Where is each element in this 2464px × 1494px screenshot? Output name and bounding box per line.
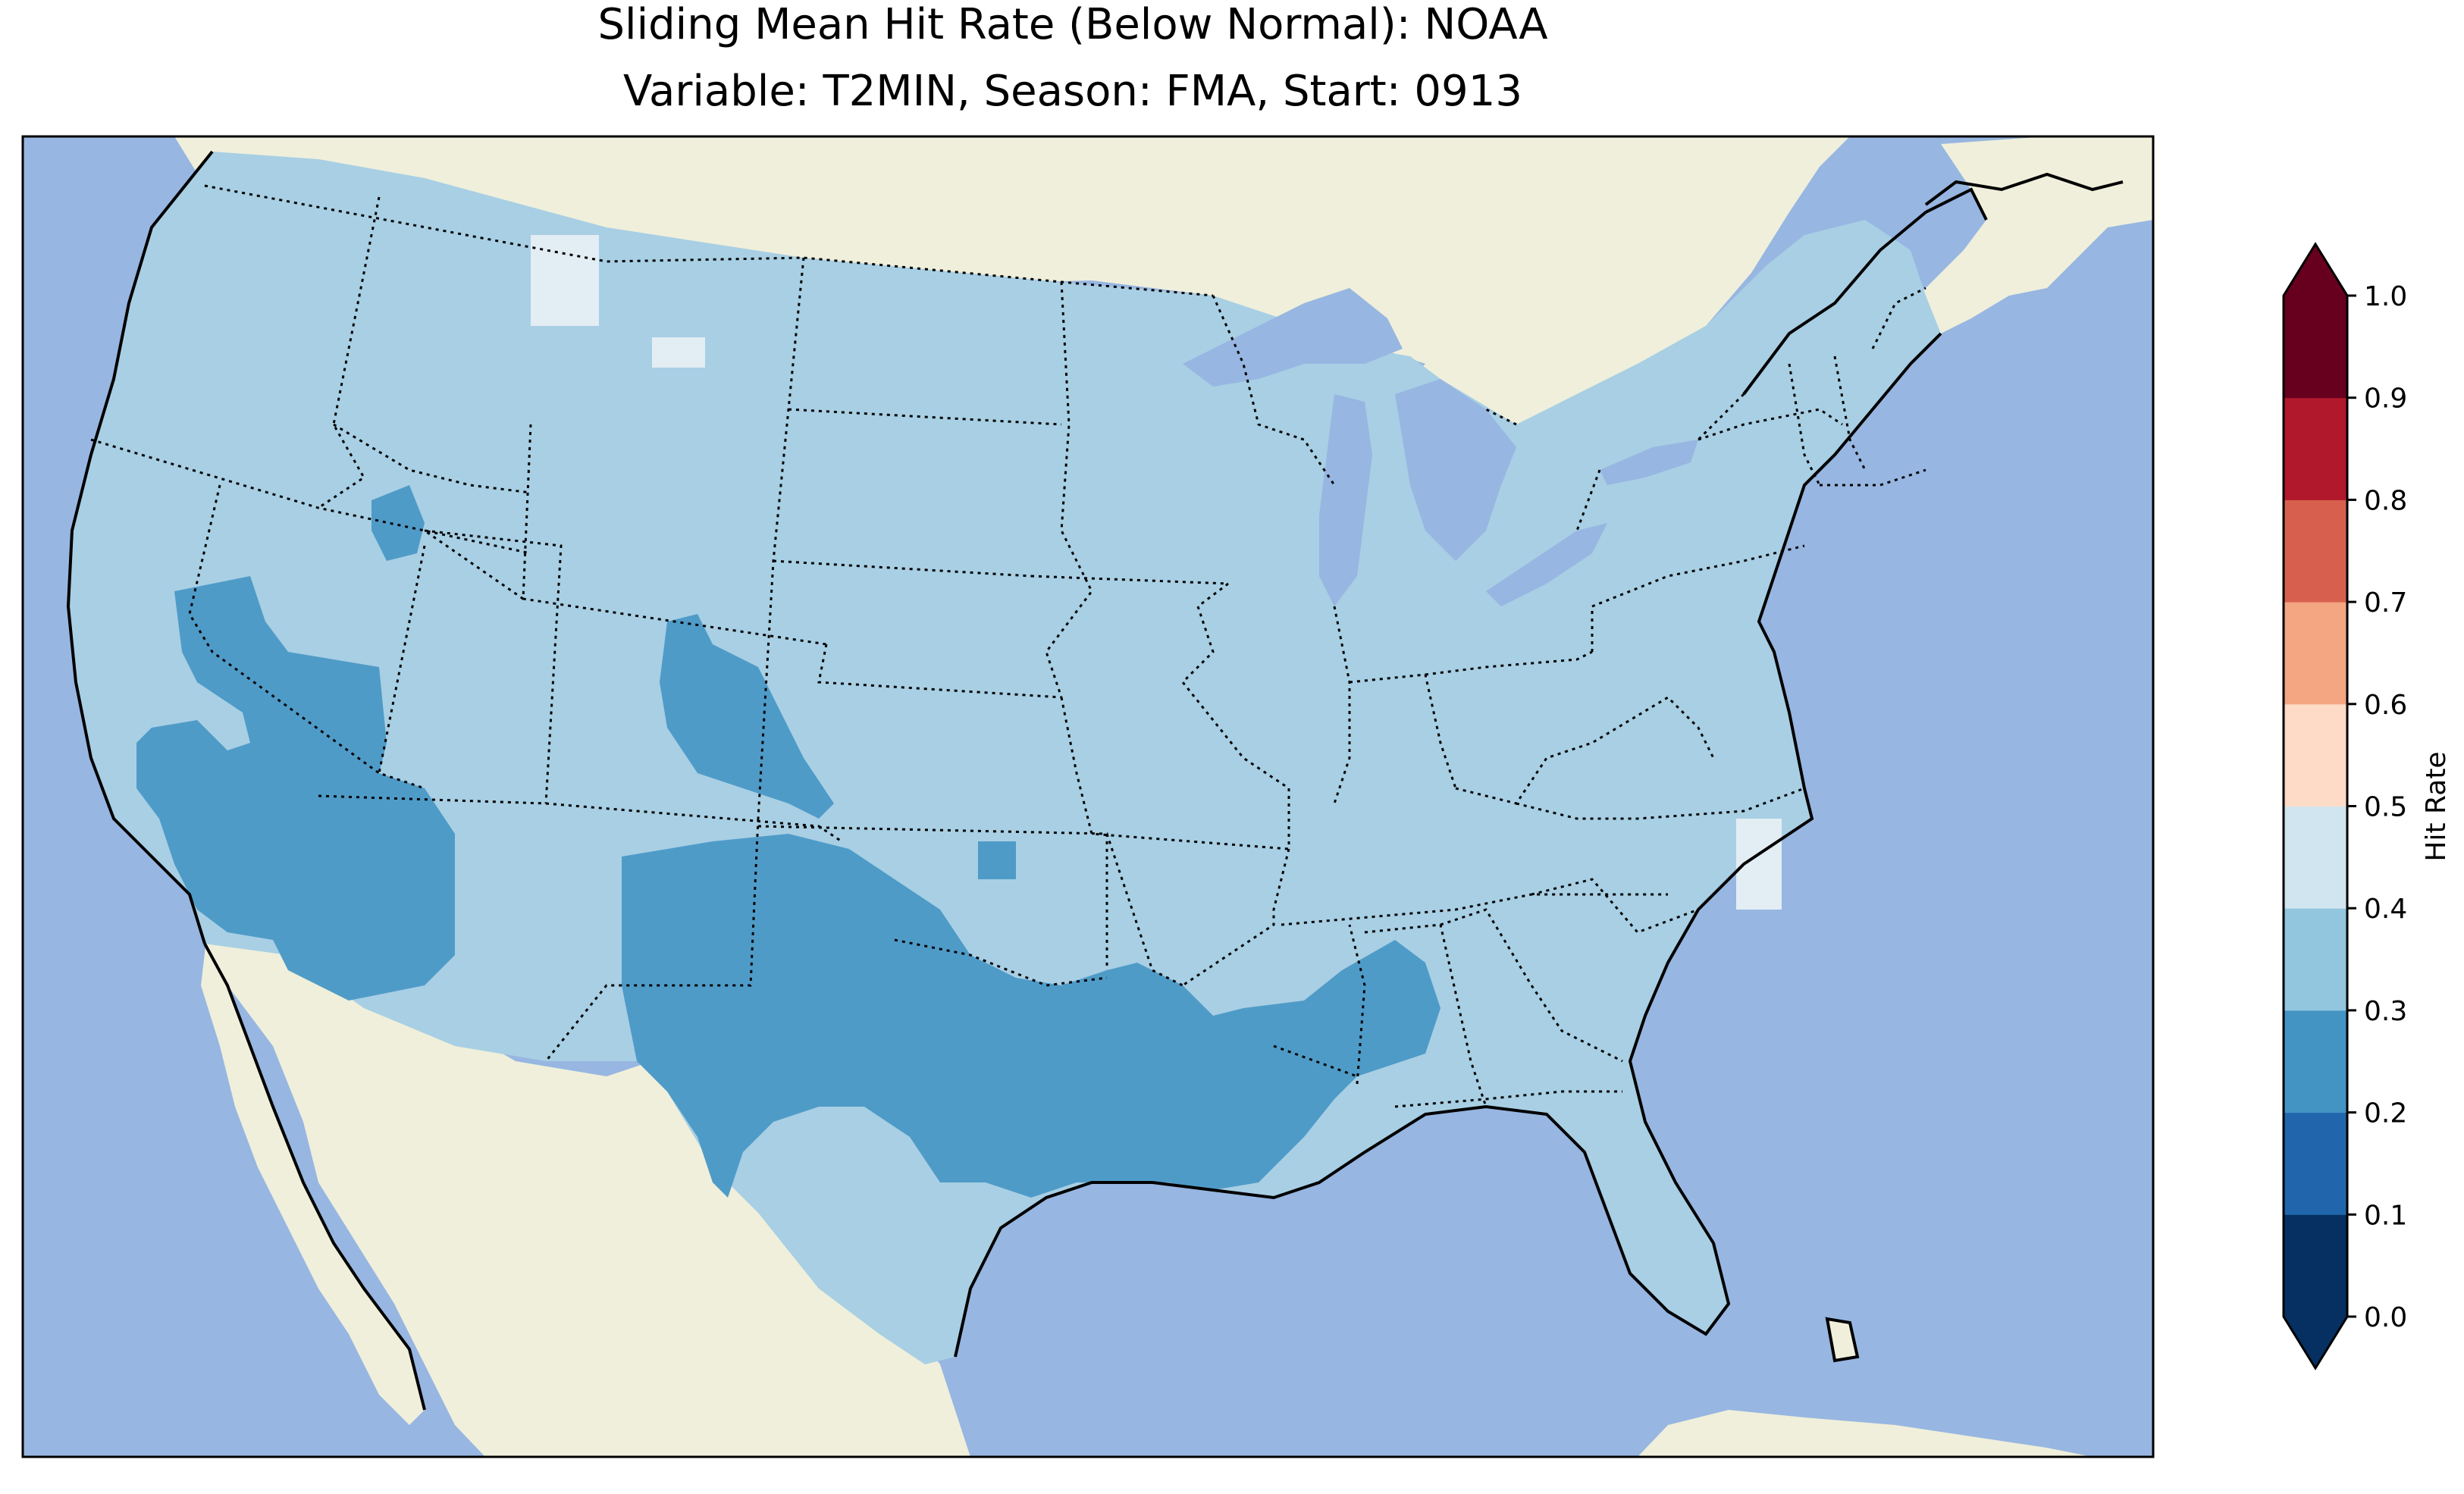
colorbar-over-triangle xyxy=(2284,244,2347,296)
colorbar-tick-label: 0.8 xyxy=(2364,485,2407,516)
colorbar-segment xyxy=(2284,1010,2347,1113)
colorbar-ticks: 0.0 0.1 0.2 0.3 0.4 0.5 0.6 0.7 0.8 0.9 1.0 xyxy=(2347,281,2407,1333)
map-title-line-2: Variable: T2MIN, Season: FMA, Start: 091… xyxy=(623,67,1522,116)
colorbar-label: Hit Rate xyxy=(2421,751,2452,861)
colorbar-segment xyxy=(2284,806,2347,909)
hr-pocket-wyoming xyxy=(652,337,705,368)
colorbar-tick-label: 0.0 xyxy=(2364,1302,2407,1333)
hr-region-california-nevada xyxy=(136,576,455,1001)
map-frame xyxy=(21,135,2155,1458)
state-borders xyxy=(90,184,1926,1108)
colorbar-tick-label: 0.6 xyxy=(2364,690,2407,721)
coastlines xyxy=(66,150,2124,1411)
bahamas-land xyxy=(1825,1317,1860,1363)
colorbar-segment xyxy=(2284,500,2347,603)
map-title-line-1: Sliding Mean Hit Rate (Below Normal): NO… xyxy=(597,0,1548,49)
colorbar-segment xyxy=(2284,397,2347,500)
lake-huron xyxy=(1395,379,1516,561)
lake-erie xyxy=(1486,523,1607,606)
colorbar-tick-label: 0.1 xyxy=(2364,1200,2407,1231)
colorbar-tick-label: 0.4 xyxy=(2364,894,2407,925)
hr-region-southwest-texas xyxy=(622,834,1440,1198)
colorbar-segment xyxy=(2284,1112,2347,1215)
colorbar-tick-label: 0.3 xyxy=(2364,996,2407,1027)
colorbar-segment xyxy=(2284,1214,2347,1317)
colorbar-under-triangle xyxy=(2284,1317,2347,1368)
hr-region-colorado xyxy=(660,614,834,819)
colorbar-tick-label: 0.5 xyxy=(2364,792,2407,823)
hr-region-idaho-pocket xyxy=(371,485,425,561)
cuba-land xyxy=(1638,1410,2093,1457)
colorbar-segments xyxy=(2284,296,2347,1317)
colorbar-tick-label: 0.2 xyxy=(2364,1098,2407,1129)
colorbar-tick-label: 0.7 xyxy=(2364,587,2407,619)
baja-land xyxy=(201,940,425,1425)
maritimes-land xyxy=(1888,136,2153,356)
colorbar-tick-label: 0.9 xyxy=(2364,384,2407,415)
hr-region-oklahoma-pocket xyxy=(978,841,1016,879)
colorbar-tick-label: 1.0 xyxy=(2364,281,2407,312)
colorbar-segment xyxy=(2284,703,2347,807)
lake-ontario xyxy=(1600,440,1698,485)
colorbar-segment xyxy=(2284,296,2347,399)
colorbar-segment xyxy=(2284,602,2347,705)
lake-superior xyxy=(1183,288,1403,387)
lake-michigan xyxy=(1319,394,1372,606)
mexico-land xyxy=(205,940,970,1457)
colorbar-segment xyxy=(2284,908,2347,1011)
